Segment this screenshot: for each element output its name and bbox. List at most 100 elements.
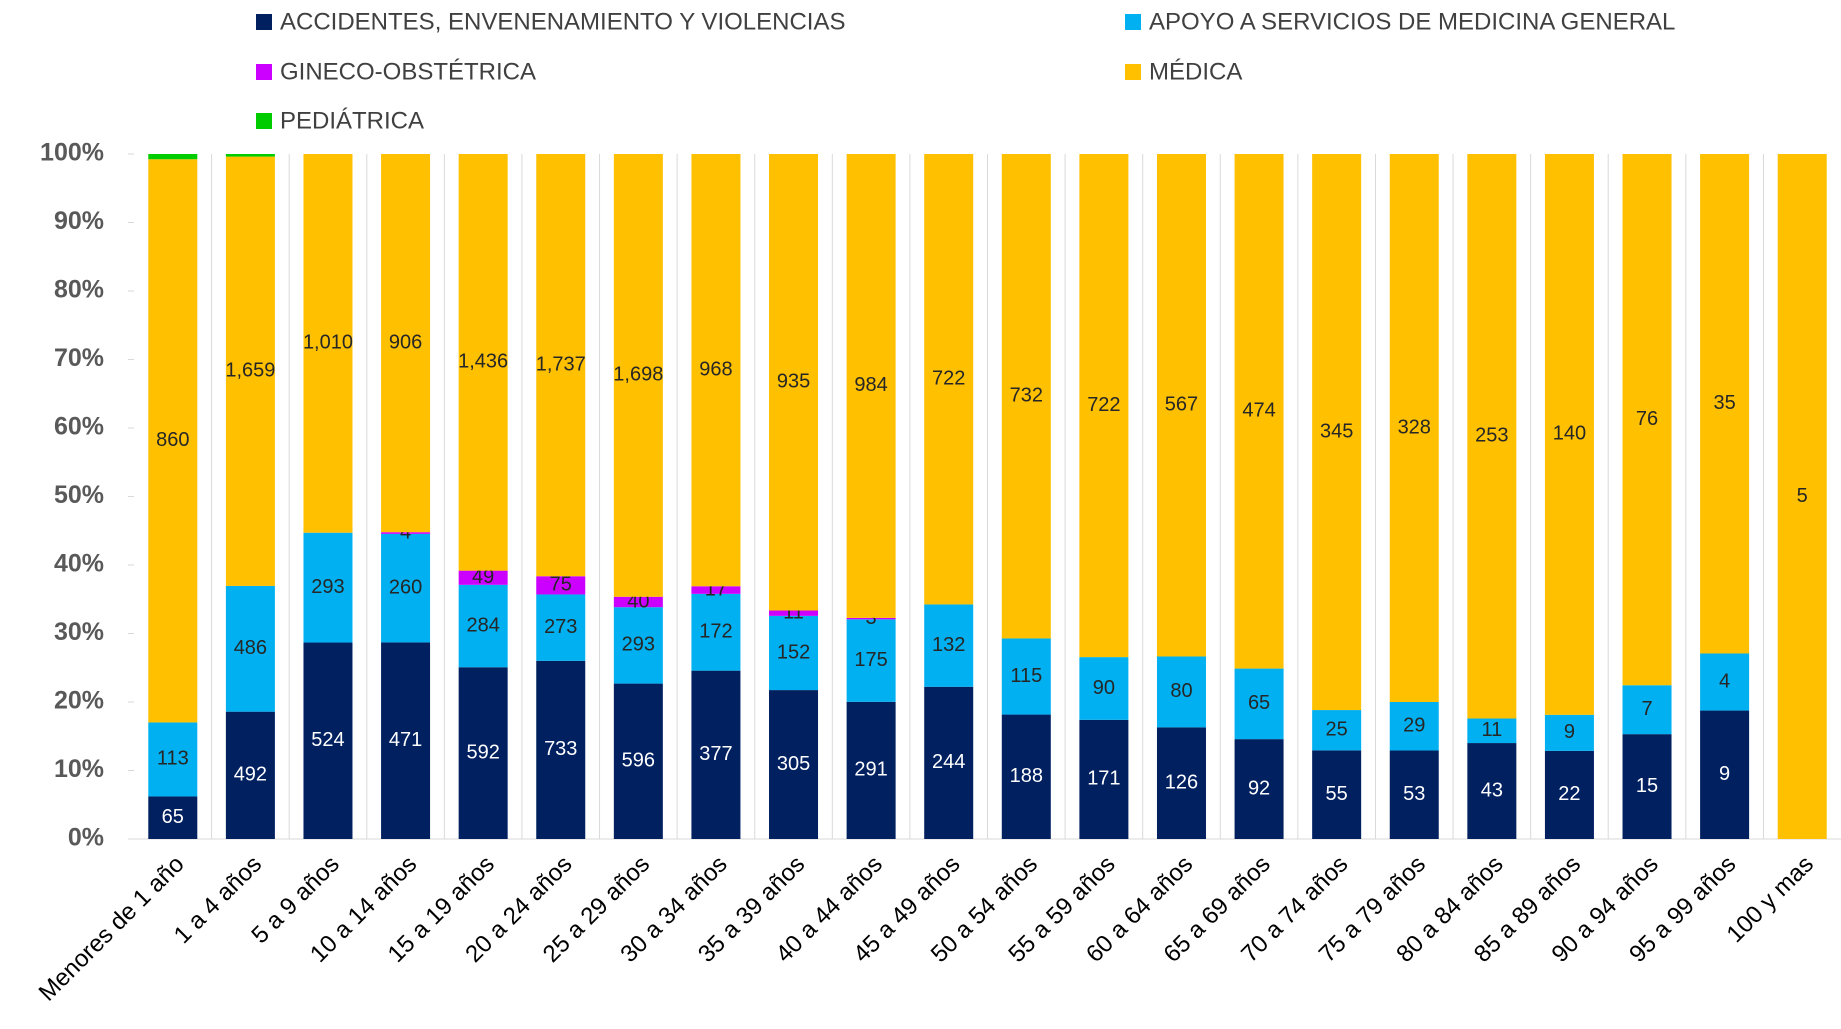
bar-segment: [769, 610, 819, 616]
data-label: 244: [932, 751, 965, 773]
bar-segment: [1389, 154, 1439, 702]
legend-label: APOYO A SERVICIOS DE MEDICINA GENERAL: [1149, 8, 1675, 35]
bar-segment: [691, 154, 741, 587]
data-label: 984: [854, 374, 887, 396]
bar-segment: [613, 596, 663, 608]
bar-segment: [381, 532, 431, 534]
data-label: 92: [1248, 777, 1270, 799]
bar-segment: [458, 154, 508, 571]
data-label: 188: [1010, 765, 1043, 787]
bar-segment: [303, 532, 353, 643]
y-tick-label: 80%: [54, 276, 104, 304]
bar-segment: [148, 154, 198, 160]
y-tick-label: 40%: [54, 550, 104, 578]
y-tick-label: 0%: [68, 824, 104, 852]
bar-segment: [1777, 154, 1827, 839]
bar-segment: [148, 796, 198, 839]
y-tick-label: 100%: [40, 139, 104, 167]
data-label: 11: [1481, 719, 1502, 741]
bar-segment: [1234, 739, 1284, 839]
data-label: 9: [1719, 763, 1730, 785]
data-label: 1,698: [613, 364, 663, 386]
data-label: 76: [1636, 408, 1658, 430]
bar-segment: [846, 619, 896, 702]
bar-segment: [1156, 656, 1206, 728]
data-label: 7: [1641, 698, 1652, 720]
data-label: 49: [472, 566, 494, 588]
data-label: 4: [1719, 670, 1730, 692]
bar-segment: [148, 159, 198, 723]
data-label: 935: [777, 371, 810, 393]
bar-segment: [148, 722, 198, 797]
bar-segment: [1234, 668, 1284, 740]
bar-segment: [1312, 710, 1362, 751]
bar-segment: [691, 593, 741, 671]
data-label: 293: [622, 634, 655, 656]
bar-segment: [536, 154, 586, 577]
legend-swatch: [256, 14, 272, 30]
data-label: 1,737: [536, 353, 586, 375]
data-label: 25: [1326, 718, 1348, 740]
bar-segment: [924, 154, 974, 605]
bar-segment: [1312, 154, 1362, 711]
data-label: 35: [1713, 392, 1735, 414]
data-label: 1,436: [458, 351, 508, 373]
bar-segment: [381, 154, 431, 533]
bar-segment: [1079, 154, 1129, 658]
data-label: 284: [466, 614, 499, 636]
data-label: 22: [1558, 783, 1580, 805]
bar-segment: [1700, 653, 1750, 711]
bar-segment: [769, 615, 819, 691]
bar-segment: [1700, 154, 1750, 654]
y-tick-label: 60%: [54, 413, 104, 441]
legend-swatch: [256, 113, 272, 129]
data-label: 140: [1553, 423, 1586, 445]
data-label: 722: [932, 367, 965, 389]
y-tick-label: 50%: [54, 481, 104, 509]
data-label: 273: [544, 616, 577, 638]
bar-segment: [381, 642, 431, 839]
bar-segment: [458, 570, 508, 585]
y-tick-label: 90%: [54, 207, 104, 235]
legend-swatch: [1125, 14, 1141, 30]
data-label: 377: [699, 743, 732, 765]
data-label: 291: [854, 759, 887, 781]
bar-segment: [613, 683, 663, 839]
data-label: 75: [550, 574, 572, 596]
bar-segment: [1312, 750, 1362, 839]
bar-segment: [846, 701, 896, 839]
data-label: 90: [1093, 677, 1115, 699]
bar-segment: [536, 576, 586, 595]
bar-segment: [1079, 719, 1129, 839]
data-label: 860: [156, 429, 189, 451]
data-label: 152: [777, 641, 810, 663]
data-label: 172: [699, 621, 732, 643]
bar-segment: [225, 156, 275, 586]
legend-label: PEDIÁTRICA: [280, 107, 424, 134]
bar-segment: [1544, 750, 1594, 839]
bar-segment: [1544, 154, 1594, 715]
bar-segment: [458, 584, 508, 668]
bar-segment: [691, 586, 741, 594]
bar-segment: [691, 670, 741, 839]
bar-segment: [1079, 657, 1129, 720]
bar-segment: [1001, 638, 1051, 715]
bar-segment: [924, 686, 974, 839]
bar-segment: [1156, 154, 1206, 657]
data-label: 474: [1242, 400, 1275, 422]
data-label: 253: [1475, 425, 1508, 447]
bar-segment: [613, 607, 663, 684]
data-label: 492: [234, 764, 267, 786]
data-label: 4: [400, 521, 411, 543]
bar-segment: [458, 667, 508, 839]
bar-segment: [1234, 154, 1284, 669]
bar-segment: [303, 154, 353, 533]
data-label: 9: [1564, 721, 1575, 743]
x-tick-label: Menores de 1 año: [34, 851, 190, 1007]
legend-label: GINECO-OBSTÉTRICA: [280, 58, 536, 85]
data-label: 1,010: [303, 332, 353, 354]
bar-segment: [225, 711, 275, 839]
legend-label: MÉDICA: [1149, 58, 1242, 85]
bar-segment: [846, 617, 896, 620]
